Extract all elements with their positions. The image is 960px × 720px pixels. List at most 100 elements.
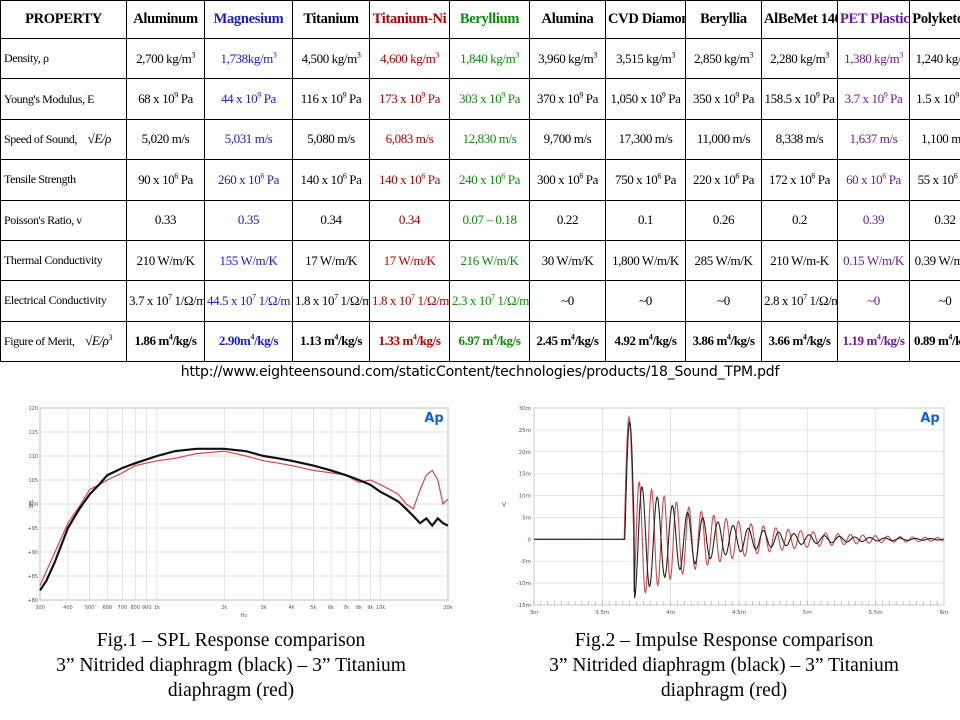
cell-exponent: 4: [570, 332, 575, 342]
cell-text: 350 x 10: [693, 91, 736, 107]
column-header-magnesium: Magnesium: [204, 0, 293, 39]
cell-text: /kg/s: [416, 333, 441, 349]
table-cell: 216 W/m/K: [449, 239, 530, 282]
fig2-caption-line2: 3” Nitrided diaphragm (black) – 3” Titan…: [549, 655, 899, 676]
cell-text: 17 W/m/K: [383, 252, 436, 268]
table-cell: 2,850 kg/m3: [685, 37, 762, 80]
table-cell: 2,280 kg/m3: [761, 37, 838, 80]
cell-text: Pa: [582, 171, 599, 187]
table-cell: 1,240 kg/m3: [909, 37, 960, 80]
x-tick-label: 3k: [261, 605, 267, 611]
y-tick-label: 25m: [519, 428, 531, 434]
table-cell: 1,380 kg/m3: [837, 37, 910, 80]
table-cell: 0.33: [126, 199, 205, 241]
table-cell: 220 x 106 Pa: [685, 159, 762, 201]
table-cell: 210 W/m-K: [761, 239, 838, 282]
column-header-titanium-ni: Titanium-Ni: [369, 0, 450, 39]
table-cell: 285 W/m/K: [685, 239, 762, 282]
table-cell: 6.97 m4/kg/s: [449, 320, 530, 363]
titanium-red-series: [39, 450, 449, 586]
table-cell: 0.39 W/m/K: [909, 239, 960, 282]
x-tick-label: 6k: [328, 605, 334, 611]
cell-text: 1.86 m: [134, 333, 169, 349]
table-cell: 17,300 m/s: [605, 118, 686, 161]
cell-text: 2.90m: [218, 333, 251, 349]
cell-text: 5,020 m/s: [141, 131, 190, 147]
y-axis-label: SPL: [29, 499, 35, 508]
ap-logo-icon: Ap: [920, 411, 939, 426]
table-cell: 140 x 106 Pa: [292, 159, 370, 201]
cell-text: 303 x 10: [459, 91, 502, 107]
table-cell: 68 x 109 Pa: [126, 78, 205, 120]
cell-exponent: 6: [421, 171, 425, 181]
fig1-caption-line1: Fig.1 – SPL Response comparison: [96, 630, 366, 651]
cell-text: 0.33: [154, 212, 177, 228]
cell-text: 3.86 m: [692, 333, 727, 349]
cell-text: /kg/s: [652, 333, 677, 349]
cell-exponent: 6: [735, 171, 739, 181]
property-label: Young's Modulus, E: [4, 91, 95, 106]
ap-logo-icon: Ap: [424, 411, 443, 426]
y-tick-label: +115: [28, 430, 38, 436]
table-cell: 60 x 106 Pa: [837, 159, 910, 201]
table-cell: 1.19 m4/kg/s: [837, 320, 910, 363]
cell-text: 1.19 m: [842, 333, 877, 349]
cell-exponent: 3: [671, 50, 675, 60]
cell-exponent: 6: [174, 171, 178, 181]
table-cell: ~0: [529, 280, 606, 322]
table-cell: 2,700 kg/m3: [126, 37, 205, 80]
x-tick-label: 5m: [803, 610, 812, 616]
cell-text: 1,637 m/s: [849, 131, 898, 147]
cell-text: Pa: [665, 91, 681, 107]
cell-text: 2,280 kg/m: [770, 50, 826, 66]
table-row: Speed of Sound, √E/ρ 5,020 m/s 5,031 m/s 5,…: [0, 118, 960, 161]
cell-text: 1/Ω/m: [809, 292, 837, 308]
cell-text: /kg/s: [730, 333, 755, 349]
nitrided-black-series: [534, 419, 945, 599]
table-cell: 2.8 x 107 1/Ω/m: [761, 280, 838, 322]
cell-exponent: 4: [334, 332, 339, 342]
y-tick-label: 15m: [519, 472, 531, 478]
cell-exponent: 9: [955, 90, 959, 100]
cell-text: Pa: [346, 171, 362, 187]
column-header-pet-plastic: PET Plastic: [837, 0, 910, 39]
property-label: Tensile Strength: [4, 172, 76, 187]
cell-text: ~0: [938, 292, 952, 308]
cell-text: 172 x 10: [769, 171, 812, 187]
table-cell: 1,840 kg/m3: [449, 37, 530, 80]
cell-text: 2,850 kg/m: [694, 50, 750, 66]
cell-text: 1,738kg/m: [220, 50, 274, 66]
cell-text: 1.8 x 10: [372, 292, 412, 308]
table-cell: 158.5 x 109 Pa: [761, 78, 838, 120]
cell-text: 0.39: [862, 212, 885, 228]
cell-text: /kg/s: [806, 333, 831, 349]
table-cell: 0.32: [909, 199, 960, 241]
cell-text: Pa: [814, 171, 831, 187]
x-tick-label: 6m: [940, 610, 949, 616]
cell-text: 1/Ω/m: [337, 292, 370, 308]
cell-text: 3.7 x 10: [129, 292, 169, 308]
table-cell: 4.92 m4/kg/s: [605, 320, 686, 363]
cell-text: Pa: [346, 91, 362, 107]
table-cell: 8,338 m/s: [761, 118, 838, 161]
cell-text: /kg/s: [172, 333, 197, 349]
x-axis-label: Hz: [241, 613, 248, 618]
property-label: Speed of Sound,: [4, 132, 80, 147]
table-cell: ~0: [837, 280, 910, 322]
cell-exponent: 3: [593, 50, 597, 60]
x-tick-label: 5k: [310, 605, 316, 611]
property-label: Density, ρ: [4, 51, 49, 66]
cell-text: 44 x 10: [221, 91, 258, 107]
table-cell: 2.3 x 107 1/Ω/m: [449, 280, 530, 322]
cell-text: 3,515 kg/m: [616, 50, 672, 66]
cell-text: Pa: [582, 91, 599, 107]
cell-text: 44.5 x 10: [207, 292, 253, 308]
cell-text: 1/Ω/m: [171, 292, 205, 308]
cell-text: /kg/s: [574, 333, 599, 349]
cell-text: Pa: [504, 91, 521, 107]
table-header-row: PROPERTY Aluminum Magnesium Titanium Titaniu…: [0, 0, 960, 39]
cell-text: 17,300 m/s: [618, 131, 673, 147]
cell-exponent: 6: [811, 171, 815, 181]
cell-text: 2,700 kg/m: [136, 50, 192, 66]
